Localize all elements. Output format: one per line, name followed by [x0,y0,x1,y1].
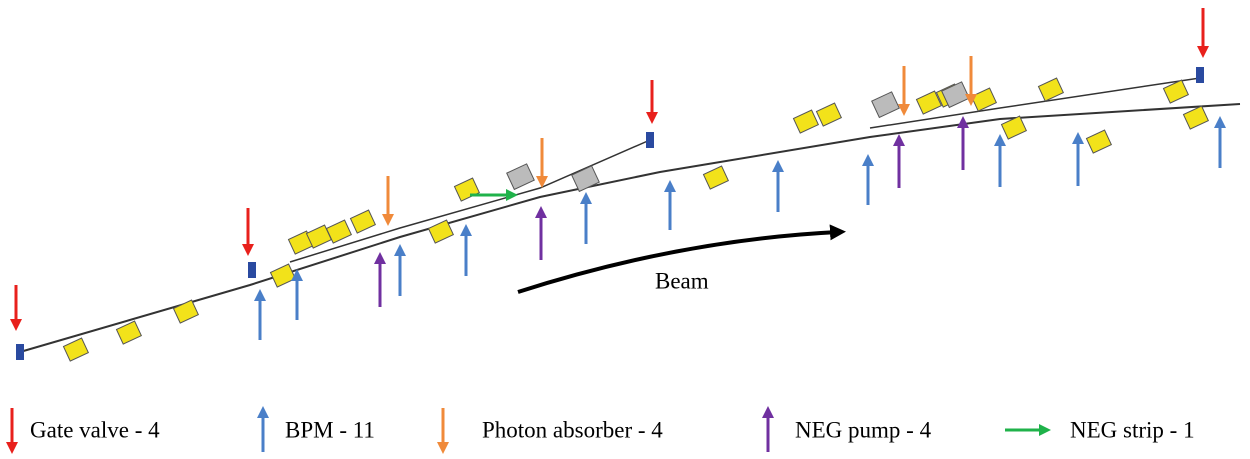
beam-arrow [517,224,846,294]
component-box [1162,79,1190,104]
component-box [1085,129,1113,154]
legend-label: Photon absorber - 4 [482,417,663,442]
valve [646,132,654,148]
components [16,67,1210,362]
component-box [941,81,970,109]
valve [1196,67,1204,83]
component-box [970,87,998,112]
valve [16,344,24,360]
component-box [62,337,90,362]
component-box [269,263,297,288]
component-box [871,91,900,119]
component-box [349,209,377,234]
beam-label: Beam [655,268,709,293]
component-box [792,109,820,134]
markers [9,8,1226,340]
component-box [1182,105,1210,130]
component-box [571,165,600,193]
legend-label: NEG strip - 1 [1070,417,1195,442]
component-box [1037,77,1065,102]
component-box [453,177,481,202]
component-box [325,219,353,244]
component-box [115,320,143,345]
component-box [506,163,535,191]
valve [248,262,256,278]
component-box [427,219,455,244]
legend: Gate valve - 4 BPM - 11 Photon absorber … [5,406,1195,454]
component-box [702,165,730,190]
component-box [815,102,843,127]
legend-label: NEG pump - 4 [795,417,932,442]
component-box [1000,115,1028,140]
legend-label: BPM - 11 [285,417,375,442]
legend-label: Gate valve - 4 [30,417,160,442]
component-box [915,90,943,115]
component-box [172,299,200,324]
beamline [19,77,1241,353]
